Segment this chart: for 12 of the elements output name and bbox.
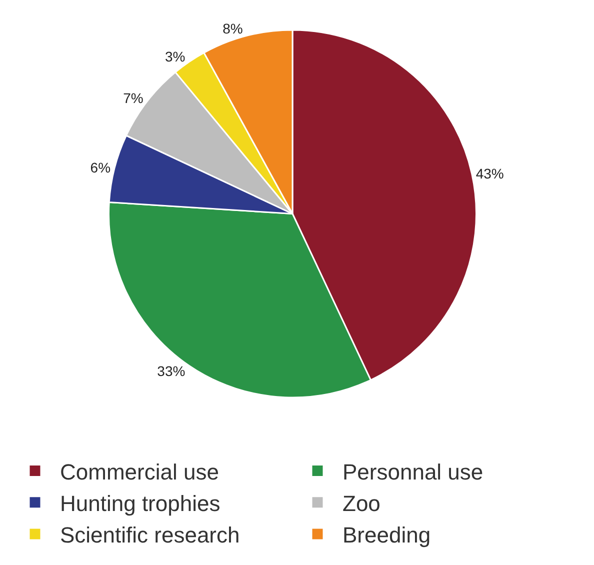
data-label: 33% [157,363,186,380]
data-label: 6% [90,160,111,176]
data-label: 43% [476,165,504,182]
legend-label: Zoo [342,490,380,516]
legend-label: Personnal use [342,459,484,484]
legend-label: Scientific research [60,522,240,548]
data-label: 3% [164,48,186,64]
data-label: 8% [222,20,243,36]
legend-label: Hunting trophies [60,490,220,516]
legend-label: Breeding [342,522,431,548]
data-label: 7% [123,90,144,106]
legend-label: Commercial use [60,459,219,484]
